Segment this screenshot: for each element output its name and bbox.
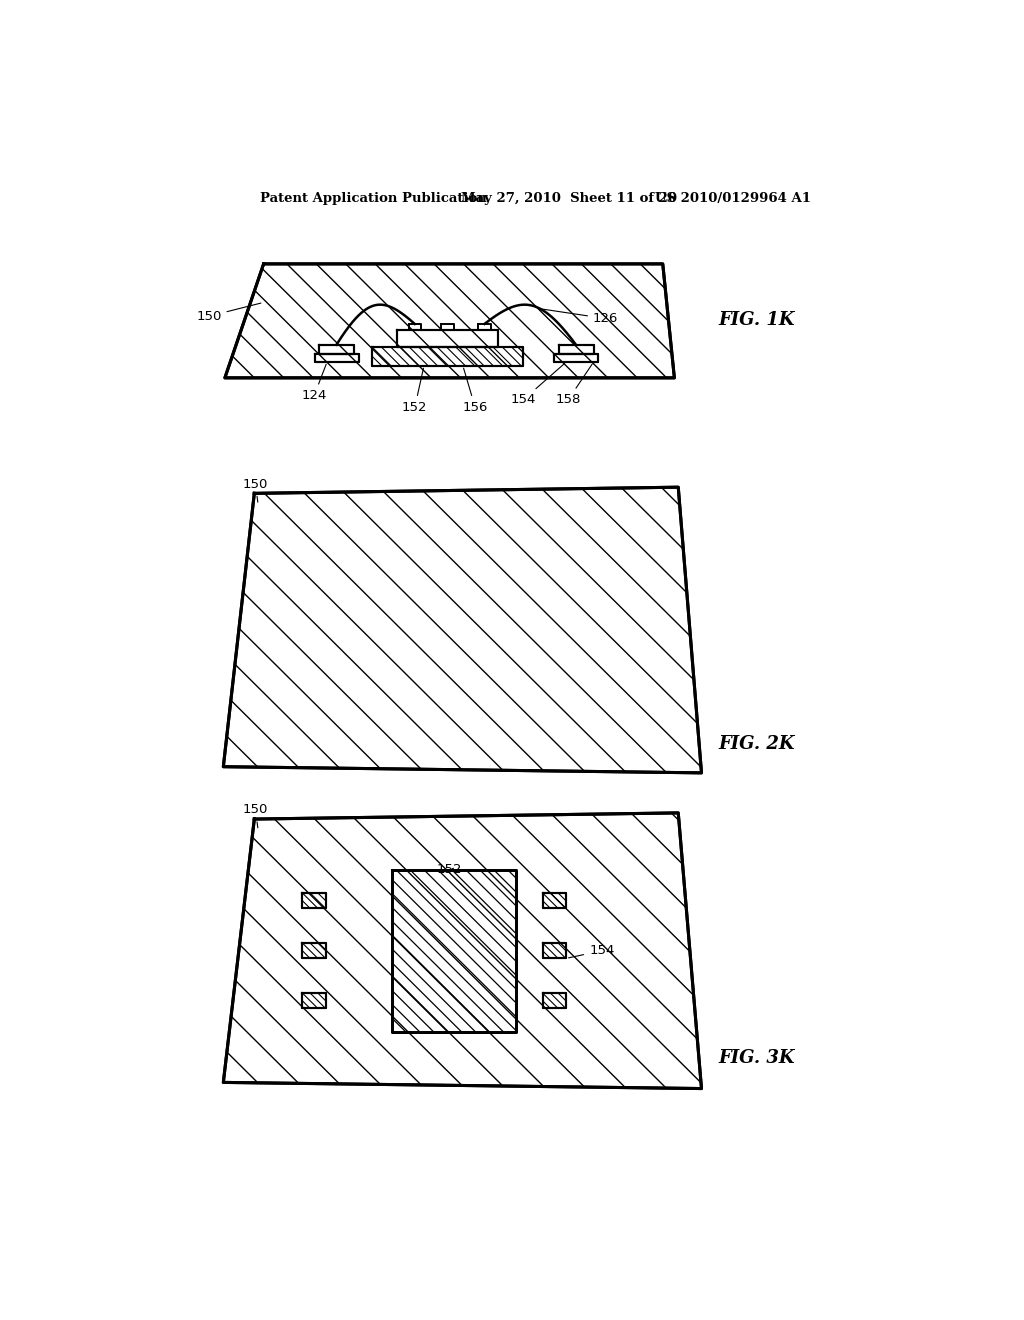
Text: 154: 154 xyxy=(568,944,614,958)
Polygon shape xyxy=(223,487,701,774)
Polygon shape xyxy=(225,264,675,378)
Polygon shape xyxy=(543,993,566,1008)
Text: FIG. 2K: FIG. 2K xyxy=(719,735,795,752)
Polygon shape xyxy=(409,323,421,330)
Text: FIG. 1K: FIG. 1K xyxy=(719,312,795,329)
Polygon shape xyxy=(441,323,454,330)
Polygon shape xyxy=(478,323,490,330)
Polygon shape xyxy=(223,813,701,1089)
Polygon shape xyxy=(372,347,523,366)
Text: 150: 150 xyxy=(243,804,268,828)
Text: 154: 154 xyxy=(511,363,564,407)
Polygon shape xyxy=(302,942,326,958)
Text: 158: 158 xyxy=(555,364,592,407)
Text: May 27, 2010  Sheet 11 of 20: May 27, 2010 Sheet 11 of 20 xyxy=(461,191,677,205)
Polygon shape xyxy=(302,993,326,1008)
Polygon shape xyxy=(391,870,515,1032)
Text: 150: 150 xyxy=(243,478,268,502)
Text: 124: 124 xyxy=(301,364,327,403)
Text: Patent Application Publication: Patent Application Publication xyxy=(260,191,486,205)
Text: 152: 152 xyxy=(402,368,427,414)
Text: 150: 150 xyxy=(197,304,261,323)
Text: FIG. 3K: FIG. 3K xyxy=(719,1049,795,1067)
Polygon shape xyxy=(397,330,498,347)
Polygon shape xyxy=(543,942,566,958)
Text: 156: 156 xyxy=(463,368,487,414)
Text: 126: 126 xyxy=(542,309,618,325)
Text: 152: 152 xyxy=(437,863,463,876)
Polygon shape xyxy=(554,354,598,362)
Polygon shape xyxy=(302,892,326,908)
Polygon shape xyxy=(543,892,566,908)
Polygon shape xyxy=(314,354,359,362)
Text: US 2010/0129964 A1: US 2010/0129964 A1 xyxy=(655,191,811,205)
Polygon shape xyxy=(559,345,594,354)
Polygon shape xyxy=(319,345,354,354)
